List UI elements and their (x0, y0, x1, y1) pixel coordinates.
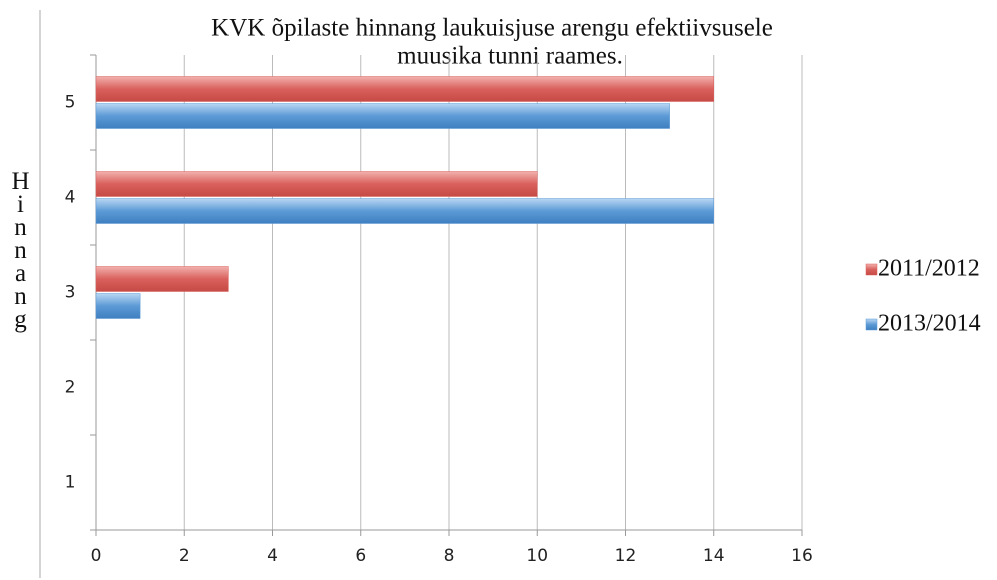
x-tick-label: 0 (91, 546, 102, 566)
legend-label: 2013/2014 (878, 311, 981, 337)
y-tick-label: 1 (65, 473, 76, 493)
chart-title: muusika tunni raames. (397, 43, 623, 70)
legend-label: 2011/2012 (878, 256, 980, 282)
x-tick-label: 2 (179, 546, 190, 566)
legend-swatch (865, 318, 878, 331)
y-tick-label: 5 (65, 93, 76, 113)
y-axis-label: Hinnang (7, 168, 34, 329)
bar (95, 198, 714, 224)
y-axis-ticks (90, 54, 96, 531)
bar (95, 266, 229, 292)
chart-title: KVK õpilaste hinnang laukuisjuse arengu … (211, 15, 773, 42)
x-tick-label: 14 (703, 546, 725, 566)
bar (95, 103, 670, 129)
legend-swatch (865, 263, 878, 276)
x-tick-label: 4 (267, 546, 278, 566)
y-tick-label: 3 (65, 283, 76, 303)
x-tick-label: 10 (526, 546, 548, 566)
x-tick-label: 16 (791, 546, 813, 566)
x-tick-label: 12 (615, 546, 637, 566)
bar (95, 76, 714, 102)
bar (95, 293, 141, 319)
x-tick-label: 6 (355, 546, 366, 566)
y-tick-label: 4 (65, 188, 76, 208)
x-tick-label: 8 (444, 546, 455, 566)
y-tick-label: 2 (65, 378, 76, 398)
bar (95, 171, 538, 197)
